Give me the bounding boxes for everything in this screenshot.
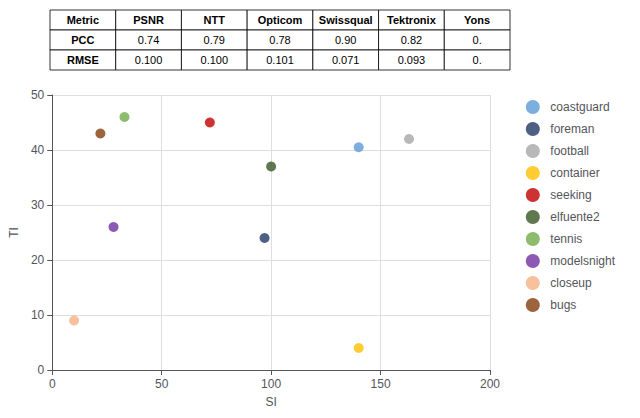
svg-text:coastguard: coastguard [550,100,609,114]
svg-text:50: 50 [31,88,45,102]
svg-text:football: football [550,144,589,158]
svg-text:tennis: tennis [550,232,582,246]
svg-text:closeup: closeup [550,276,592,290]
svg-text:SI: SI [265,395,276,409]
svg-text:50: 50 [155,377,169,391]
svg-text:200: 200 [480,377,500,391]
svg-text:PSNR: PSNR [133,14,164,26]
svg-text:20: 20 [31,253,45,267]
svg-text:0.74: 0.74 [138,34,159,46]
svg-text:seeking: seeking [550,188,591,202]
svg-text:0: 0 [49,377,56,391]
svg-text:0.82: 0.82 [401,34,422,46]
svg-text:0.101: 0.101 [266,54,294,66]
svg-text:100: 100 [261,377,281,391]
svg-text:bugs: bugs [550,298,576,312]
svg-text:0.071: 0.071 [332,54,360,66]
svg-text:foreman: foreman [550,122,594,136]
svg-text:0: 0 [38,363,45,377]
svg-text:30: 30 [31,198,45,212]
svg-text:0.100: 0.100 [135,54,163,66]
svg-text:0.093: 0.093 [398,54,426,66]
svg-text:150: 150 [371,377,391,391]
svg-text:0.90: 0.90 [335,34,356,46]
svg-text:Metric: Metric [67,14,99,26]
svg-text:0.78: 0.78 [269,34,290,46]
svg-text:0.: 0. [473,54,482,66]
svg-text:10: 10 [31,308,45,322]
svg-text:Swissqual: Swissqual [319,14,373,26]
svg-text:40: 40 [31,143,45,157]
svg-text:0.100: 0.100 [201,54,229,66]
svg-text:RMSE: RMSE [67,54,99,66]
svg-text:NTT: NTT [204,14,226,26]
svg-text:elfuente2: elfuente2 [550,210,600,224]
svg-text:Opticom: Opticom [258,14,303,26]
svg-text:0.79: 0.79 [204,34,225,46]
svg-text:Tektronix: Tektronix [387,14,437,26]
svg-text:Yons: Yons [464,14,490,26]
svg-text:modelsnight: modelsnight [550,254,615,268]
svg-text:PCC: PCC [71,34,94,46]
svg-text:0.: 0. [473,34,482,46]
svg-text:container: container [550,166,599,180]
svg-text:TI: TI [7,227,21,238]
